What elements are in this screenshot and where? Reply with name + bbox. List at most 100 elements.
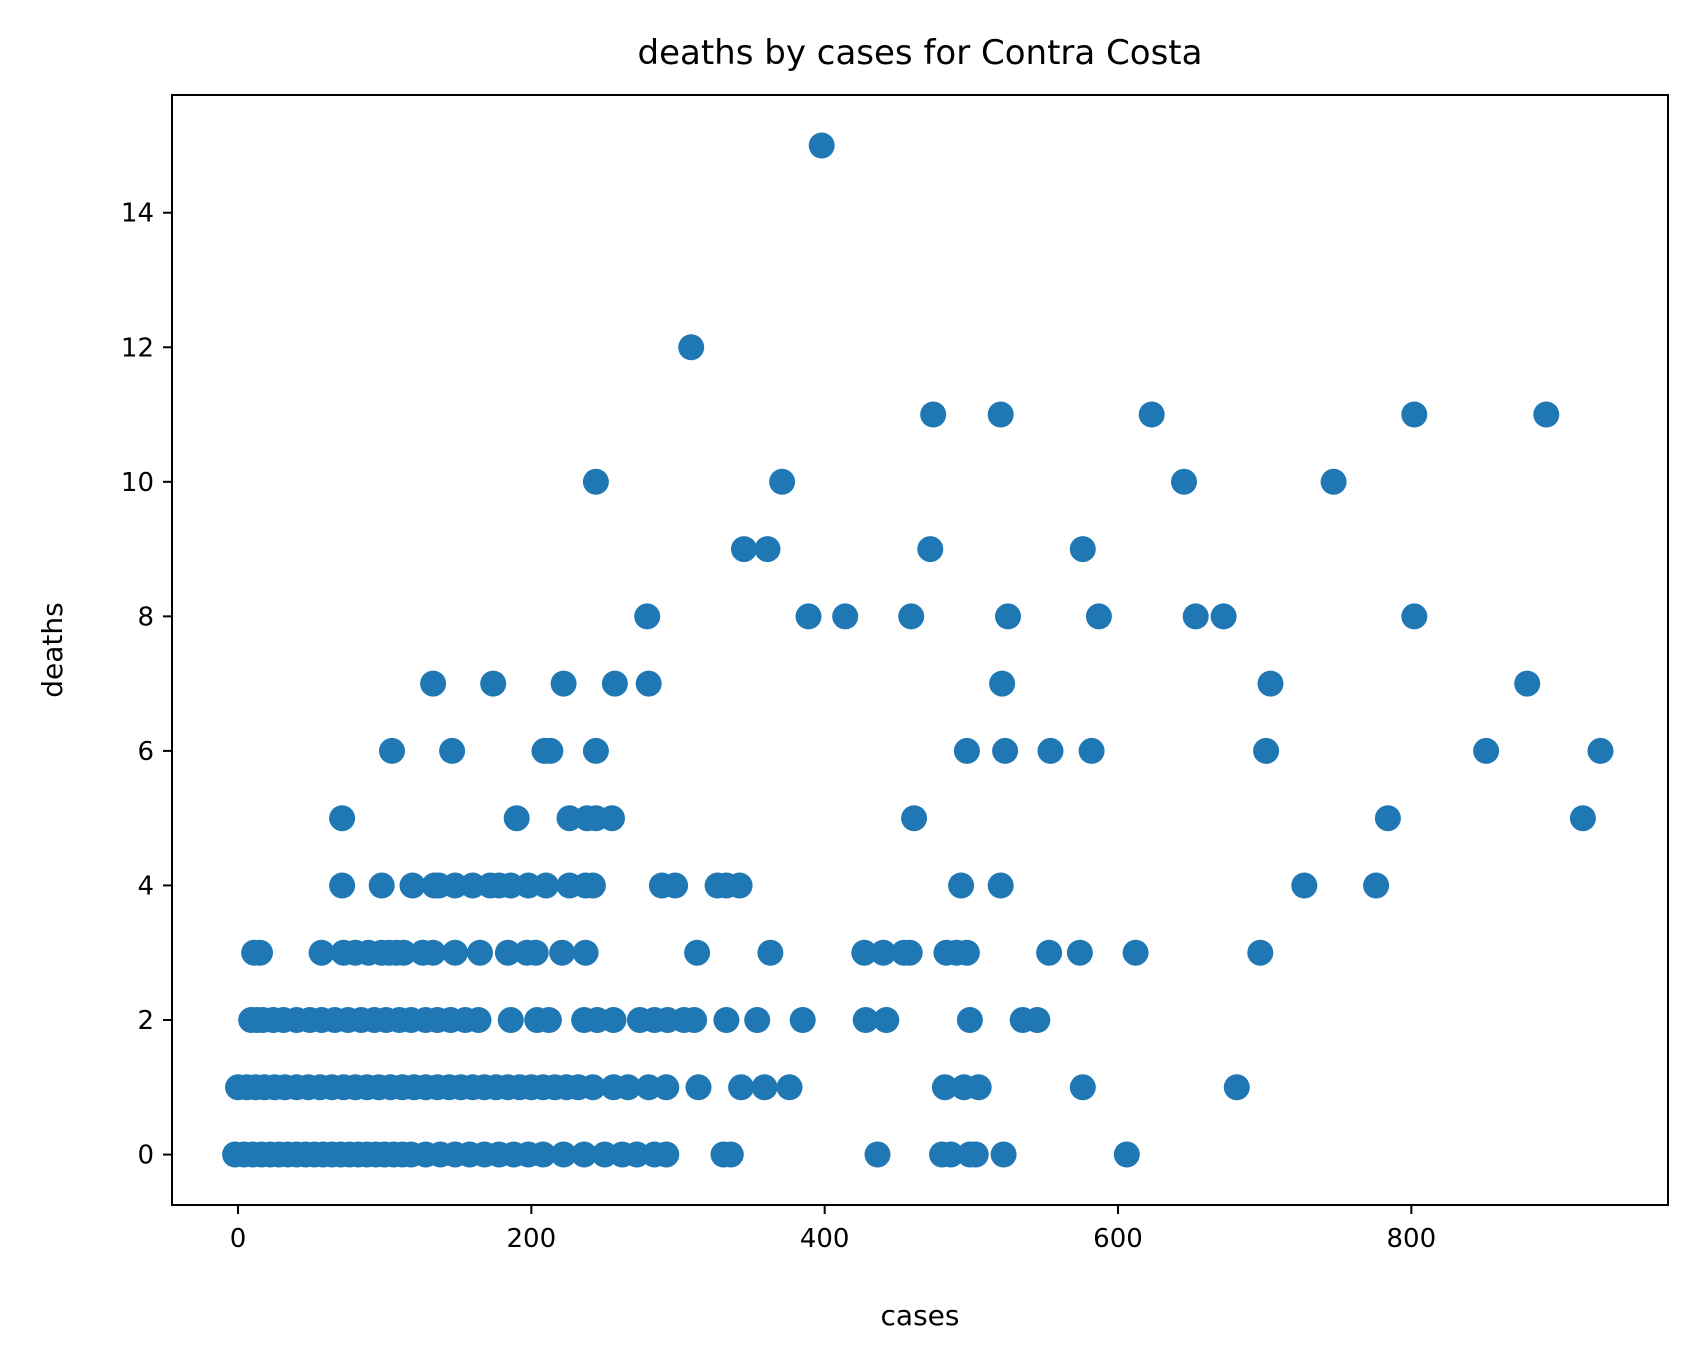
- data-point: [535, 1007, 562, 1033]
- data-point: [751, 1074, 778, 1101]
- data-point: [953, 939, 980, 966]
- data-point: [497, 1007, 524, 1033]
- data-point: [1247, 939, 1274, 966]
- data-point: [533, 872, 559, 899]
- data-point: [1182, 603, 1209, 630]
- data-point: [1257, 670, 1284, 697]
- data-point: [368, 872, 395, 899]
- data-point: [329, 872, 356, 899]
- data-point: [635, 670, 662, 697]
- data-point: [965, 1074, 992, 1101]
- data-point: [873, 1007, 900, 1033]
- data-point: [808, 132, 835, 159]
- data-point: [731, 536, 757, 563]
- data-point: [420, 939, 447, 966]
- data-point: [1223, 1074, 1250, 1101]
- data-point: [1401, 401, 1428, 428]
- x-tick-label: 200: [507, 1224, 557, 1254]
- data-point: [1533, 401, 1560, 428]
- data-point: [685, 1074, 712, 1101]
- data-point: [653, 1141, 680, 1168]
- data-point: [1401, 603, 1428, 630]
- data-point: [600, 1007, 627, 1033]
- data-point: [1253, 737, 1280, 764]
- data-point: [917, 536, 944, 563]
- data-point: [1320, 468, 1347, 495]
- data-point: [1210, 603, 1237, 630]
- data-point: [530, 1141, 557, 1168]
- data-point: [956, 1007, 983, 1033]
- data-point: [864, 1141, 891, 1168]
- data-point: [681, 1007, 708, 1033]
- data-point: [754, 536, 781, 563]
- data-point: [901, 805, 928, 832]
- data-point: [571, 1141, 598, 1168]
- data-point: [615, 1074, 642, 1101]
- x-tick-label: 0: [230, 1224, 247, 1254]
- data-points: [222, 132, 1614, 1168]
- data-point: [717, 1141, 744, 1168]
- data-point: [937, 1141, 964, 1168]
- data-point: [599, 805, 625, 832]
- data-point: [795, 603, 822, 630]
- data-point: [465, 1007, 492, 1033]
- data-point: [744, 1007, 771, 1033]
- data-point: [989, 670, 1016, 697]
- data-point: [1363, 872, 1390, 899]
- data-point: [582, 737, 609, 764]
- x-tick-label: 800: [1387, 1224, 1437, 1254]
- data-point: [852, 1007, 879, 1033]
- data-point: [247, 939, 273, 966]
- data-point: [992, 737, 1019, 764]
- data-point: [480, 670, 507, 697]
- data-point: [550, 670, 577, 697]
- data-point: [1078, 737, 1105, 764]
- data-point: [467, 939, 493, 966]
- data-point: [987, 872, 1014, 899]
- data-point: [726, 872, 753, 899]
- data-point: [537, 737, 564, 764]
- y-tick-label: 12: [121, 333, 154, 363]
- data-point: [601, 670, 628, 697]
- data-point: [494, 939, 521, 966]
- axis-ticks: 0 200 400 600 800 0 2 4 6 8 10 12 14: [121, 199, 1436, 1254]
- x-tick-label: 600: [1093, 1224, 1143, 1254]
- data-point: [713, 1007, 740, 1033]
- data-point: [1069, 536, 1096, 563]
- data-point: [1066, 939, 1093, 966]
- chart-title: deaths by cases for Contra Costa: [638, 33, 1203, 73]
- data-point: [1569, 805, 1596, 832]
- data-point: [503, 805, 530, 832]
- y-tick-label: 0: [137, 1141, 154, 1171]
- data-point: [678, 334, 705, 361]
- data-point: [1113, 1141, 1140, 1168]
- plot-frame: [171, 94, 1669, 1206]
- data-point: [582, 468, 609, 495]
- data-point: [789, 1007, 816, 1033]
- y-tick-label: 6: [137, 737, 154, 767]
- data-point: [1587, 737, 1614, 764]
- data-point: [987, 401, 1014, 428]
- data-point: [1138, 401, 1165, 428]
- data-point: [399, 872, 426, 899]
- x-axis-label: cases: [881, 1299, 960, 1332]
- data-point: [832, 603, 859, 630]
- data-point: [948, 872, 975, 899]
- data-point: [1036, 939, 1063, 966]
- data-point: [1085, 603, 1112, 630]
- y-tick-label: 2: [137, 1006, 154, 1036]
- data-point: [1374, 805, 1401, 832]
- data-point: [920, 401, 947, 428]
- data-point: [1069, 1074, 1096, 1101]
- data-point: [953, 737, 980, 764]
- data-point: [420, 670, 447, 697]
- data-point: [308, 939, 335, 966]
- data-point: [684, 939, 711, 966]
- data-point: [634, 603, 661, 630]
- data-point: [931, 1074, 958, 1101]
- data-point: [896, 939, 923, 966]
- y-tick-label: 4: [137, 871, 154, 901]
- data-point: [329, 805, 356, 832]
